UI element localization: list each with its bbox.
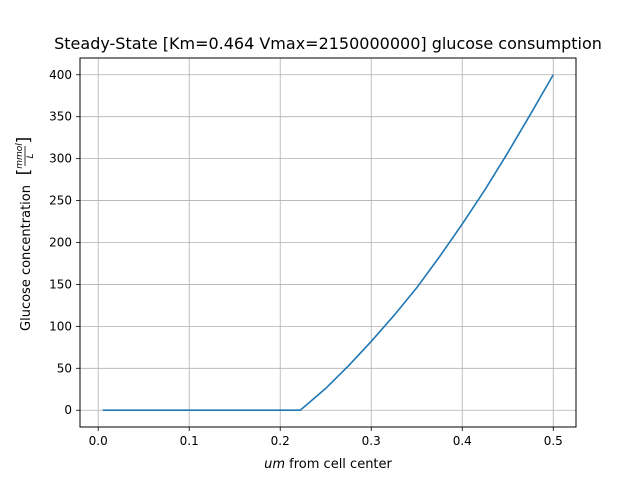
x-tick-label: 0.1 xyxy=(180,434,199,448)
y-tick-label: 100 xyxy=(49,319,72,333)
y-tick-label: 350 xyxy=(49,110,72,124)
y-axis-label: Glucose concentration [ mmol L ] xyxy=(14,137,36,331)
y-tick-label: 0 xyxy=(64,403,72,417)
y-axis-label-main: Glucose concentration xyxy=(19,185,34,331)
y-tick-label: 50 xyxy=(57,361,72,375)
series-layer xyxy=(102,74,554,412)
x-tick-label: 0.5 xyxy=(544,434,563,448)
y-axis-label-bracket-right: ] xyxy=(14,137,34,144)
chart-title: Steady-State [Km=0.464 Vmax=2150000000] … xyxy=(54,34,602,53)
x-axis-ticks: 0.0 0.1 0.2 0.3 0.4 0.5 xyxy=(89,427,563,448)
y-axis-ticks: 0 50 100 150 200 250 300 350 400 xyxy=(49,68,80,417)
series-line xyxy=(102,74,554,412)
y-axis-label-unit-numerator: mmol xyxy=(15,143,25,169)
x-axis-label-rest: from cell center xyxy=(285,457,392,472)
y-axis-label-unit-denominator: L xyxy=(26,153,36,158)
x-axis-label: um from cell center xyxy=(264,457,392,472)
y-axis-label-bracket-left: [ xyxy=(14,169,34,176)
x-tick-label: 0.2 xyxy=(271,434,290,448)
y-tick-label: 300 xyxy=(49,152,72,166)
grid xyxy=(80,58,576,427)
y-tick-label: 250 xyxy=(49,194,72,208)
y-tick-label: 400 xyxy=(49,68,72,82)
y-tick-label: 150 xyxy=(49,277,72,291)
x-tick-label: 0.4 xyxy=(453,434,472,448)
y-tick-label: 200 xyxy=(49,236,72,250)
x-tick-label: 0.3 xyxy=(362,434,381,448)
x-axis-label-italic: um xyxy=(264,457,285,472)
x-tick-label: 0.0 xyxy=(89,434,108,448)
